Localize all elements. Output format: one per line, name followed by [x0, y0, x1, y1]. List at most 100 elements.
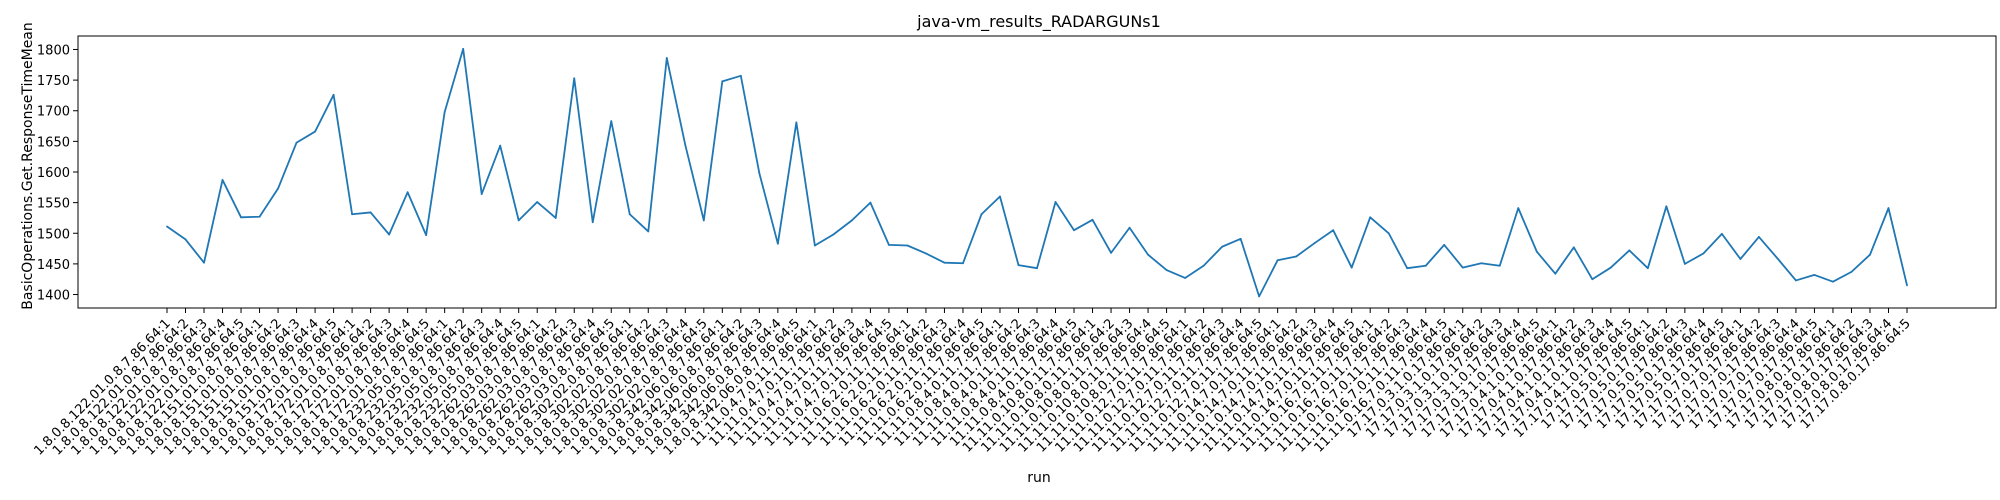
data-point	[240, 216, 242, 219]
data-point	[517, 219, 520, 222]
data-point	[1869, 253, 1871, 256]
data-point	[1350, 266, 1353, 269]
data-point	[258, 215, 261, 218]
data-point	[1665, 205, 1668, 208]
data-point	[1054, 201, 1057, 203]
data-point	[1887, 207, 1890, 210]
data-point	[721, 80, 724, 83]
data-point	[499, 144, 502, 147]
data-point	[406, 191, 409, 194]
data-point	[739, 74, 742, 77]
data-point	[1165, 269, 1168, 271]
data-point	[1850, 270, 1853, 273]
data-point	[369, 211, 372, 214]
data-point	[888, 244, 890, 246]
data-point	[1276, 259, 1279, 262]
data-point	[1369, 216, 1372, 219]
data-point	[1591, 278, 1594, 281]
data-point	[573, 77, 576, 80]
data-point	[332, 93, 335, 96]
data-point	[776, 242, 779, 245]
y-axis-title: BasicOperations.Get.ResponseTimeMean	[20, 22, 36, 310]
data-point	[1517, 207, 1520, 210]
data-point	[702, 219, 705, 222]
data-point	[1554, 272, 1557, 275]
data-point	[906, 244, 909, 247]
data-point	[1128, 226, 1131, 229]
data-point	[184, 238, 187, 241]
data-point	[1758, 236, 1760, 238]
series-line	[166, 47, 1908, 298]
y-tick-label: 1400	[37, 289, 70, 304]
y-tick-label: 1700	[37, 105, 70, 120]
data-point	[1461, 266, 1464, 269]
data-point	[1184, 277, 1186, 279]
data-point	[295, 141, 298, 144]
data-point	[591, 221, 594, 224]
y-tick-label: 1800	[37, 43, 70, 58]
data-point	[221, 179, 224, 181]
data-point	[166, 225, 168, 228]
data-point	[351, 213, 354, 216]
data-point	[1720, 232, 1723, 235]
y-tick-label: 1650	[37, 135, 70, 150]
data-point	[314, 130, 316, 133]
data-point	[1295, 255, 1298, 258]
data-point	[480, 193, 483, 195]
data-point	[832, 233, 835, 236]
data-point	[628, 213, 631, 216]
data-point	[1572, 246, 1575, 249]
data-point	[1202, 264, 1205, 267]
data-point	[277, 187, 279, 190]
x-axis-title: run	[1027, 470, 1051, 486]
data-point	[1646, 267, 1649, 270]
data-point	[1628, 249, 1631, 252]
data-point	[999, 195, 1001, 198]
data-point	[1776, 257, 1779, 260]
data-point	[1036, 267, 1038, 270]
data-point	[1387, 232, 1390, 235]
data-point	[462, 47, 465, 50]
data-point	[1406, 267, 1409, 270]
plot-area: 1400145015001550160016501700175018001.8.…	[31, 35, 1997, 459]
data-point	[925, 252, 927, 255]
data-point	[850, 219, 853, 222]
data-point	[1443, 244, 1446, 246]
data-point	[443, 111, 446, 113]
data-point	[665, 57, 668, 59]
data-point	[647, 230, 650, 233]
data-point	[1480, 262, 1483, 265]
data-point	[1813, 274, 1816, 276]
data-point	[1017, 264, 1020, 267]
data-point	[1221, 245, 1224, 248]
data-point	[1147, 253, 1149, 256]
data-point	[1258, 295, 1261, 298]
chart-title: java-vm_results_RADARGUNs1	[916, 12, 1161, 32]
y-tick-label: 1750	[37, 74, 70, 89]
data-point	[388, 233, 391, 236]
data-point	[962, 262, 964, 265]
data-point	[795, 121, 798, 124]
y-tick-label: 1450	[37, 258, 70, 273]
data-point	[869, 201, 872, 204]
data-point	[980, 213, 983, 216]
data-point	[1424, 264, 1427, 267]
data-point	[1073, 229, 1075, 232]
y-tick-label: 1550	[37, 197, 70, 212]
data-point	[1702, 252, 1705, 255]
data-point	[1110, 251, 1112, 254]
y-tick-label: 1600	[37, 166, 70, 181]
data-point	[1906, 284, 1908, 287]
data-point	[758, 172, 761, 175]
data-point	[425, 234, 428, 236]
data-point	[1795, 279, 1797, 282]
data-point	[813, 244, 816, 247]
data-point	[1498, 264, 1501, 267]
data-point	[1535, 250, 1538, 253]
data-point	[1313, 242, 1316, 244]
data-point	[203, 261, 205, 264]
data-point	[1739, 258, 1742, 260]
data-point	[610, 120, 613, 123]
data-point	[1609, 266, 1612, 269]
